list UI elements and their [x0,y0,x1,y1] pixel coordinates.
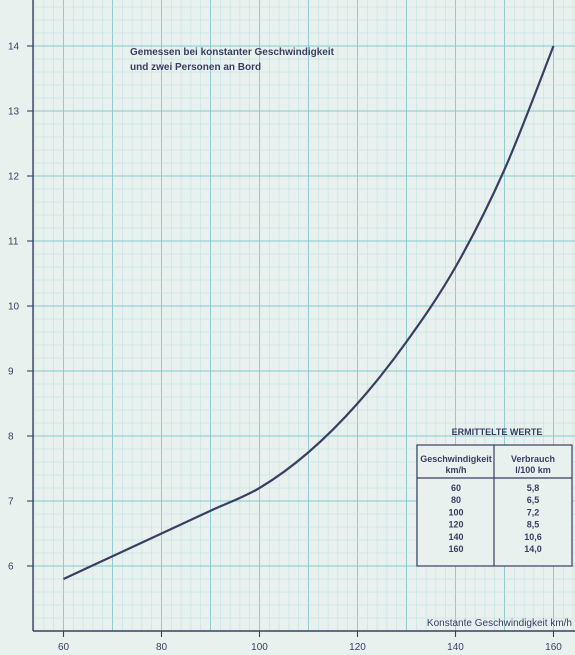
x-tick-label: 80 [156,642,168,653]
x-axis-label: Konstante Geschwindigkeit km/h [427,618,572,629]
y-tick-label: 6 [8,562,14,573]
grid [33,0,575,632]
y-tick-label: 13 [8,107,20,118]
table-cell-speed: 80 [451,495,461,505]
table-cell-consumption: 5,8 [527,483,540,493]
y-tick-label: 7 [8,497,14,508]
table-cell-speed: 160 [448,544,463,554]
table-cell-consumption: 8,5 [527,520,540,530]
y-tick-label: 14 [8,42,20,53]
y-tick-label: 8 [8,432,14,443]
x-tick-label: 100 [251,642,268,653]
annotation-line-2: und zwei Personen an Bord [130,62,261,73]
table-rows: 60 5,8 80 6,5 100 7,2 120 8,5 140 10,6 160 14,0 [448,483,541,554]
table-cell-consumption: 10,6 [524,532,542,542]
table-col1-header-line2: km/h [445,465,466,475]
table-col2-header-line1: Verbrauch [511,454,555,464]
table-cell-speed: 100 [448,507,463,517]
table-cell-speed: 60 [451,483,461,493]
consumption-curve [63,45,555,580]
table-cell-consumption: 6,5 [527,495,540,505]
table-cell-consumption: 7,2 [527,507,540,517]
table-col1-header-line1: Geschwindigkeit [420,454,492,464]
values-table: ERMITTELTE WERTE Geschwindigkeit km/h Ve… [416,427,573,567]
y-tick-label: 9 [8,367,14,378]
annotation-line-1: Gemessen bei konstanter Geschwindigkeit [130,47,335,58]
table-cell-consumption: 14,0 [524,544,542,554]
table-cell-speed: 140 [448,532,463,542]
table-cell-speed: 120 [448,520,463,530]
table-title: ERMITTELTE WERTE [452,427,543,437]
x-tick-label: 160 [545,642,562,653]
y-tick-labels: 6 7 8 9 10 11 12 13 14 [8,42,33,573]
x-tick-label: 120 [349,642,366,653]
axes [32,0,575,632]
x-tick-labels: 60 80 100 120 140 160 [58,631,562,653]
table-col2-header-line2: l/100 km [515,465,551,475]
y-tick-label: 12 [8,172,20,183]
x-tick-label: 60 [58,642,70,653]
x-tick-label: 140 [447,642,464,653]
y-tick-label: 10 [8,302,20,313]
y-tick-label: 11 [8,237,19,248]
